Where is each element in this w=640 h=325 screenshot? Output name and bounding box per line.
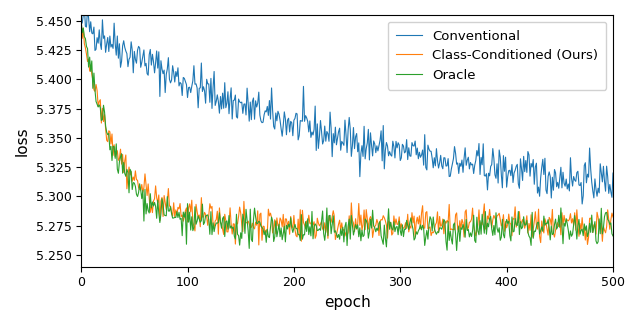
Class-Conditioned (Ours) [421, 226, 429, 230]
Conventional [81, 5, 88, 9]
X-axis label: epoch: epoch [324, 295, 371, 310]
Conventional [609, 171, 617, 175]
Conventional [421, 133, 429, 136]
Conventional [519, 178, 527, 182]
Class-Conditioned (Ours) [77, 19, 85, 23]
Class-Conditioned (Ours) [209, 222, 217, 226]
Y-axis label: loss: loss [15, 126, 30, 156]
Class-Conditioned (Ours) [255, 243, 262, 247]
Legend: Conventional, Class-Conditioned (Ours), Oracle: Conventional, Class-Conditioned (Ours), … [388, 21, 607, 90]
Conventional [77, 19, 85, 23]
Oracle [209, 221, 217, 225]
Conventional [272, 111, 280, 115]
Line: Conventional: Conventional [81, 7, 613, 204]
Line: Oracle: Oracle [81, 21, 613, 251]
Class-Conditioned (Ours) [428, 234, 435, 238]
Oracle [609, 234, 617, 238]
Class-Conditioned (Ours) [272, 232, 280, 236]
Oracle [77, 19, 85, 23]
Oracle [271, 235, 278, 239]
Oracle [232, 237, 239, 241]
Oracle [519, 225, 527, 229]
Conventional [428, 150, 435, 153]
Class-Conditioned (Ours) [519, 218, 527, 222]
Class-Conditioned (Ours) [232, 242, 239, 246]
Oracle [426, 215, 434, 219]
Class-Conditioned (Ours) [609, 215, 617, 219]
Conventional [232, 115, 240, 119]
Oracle [452, 249, 460, 253]
Conventional [579, 202, 586, 206]
Conventional [211, 70, 218, 73]
Oracle [420, 227, 428, 231]
Line: Class-Conditioned (Ours): Class-Conditioned (Ours) [81, 21, 613, 245]
